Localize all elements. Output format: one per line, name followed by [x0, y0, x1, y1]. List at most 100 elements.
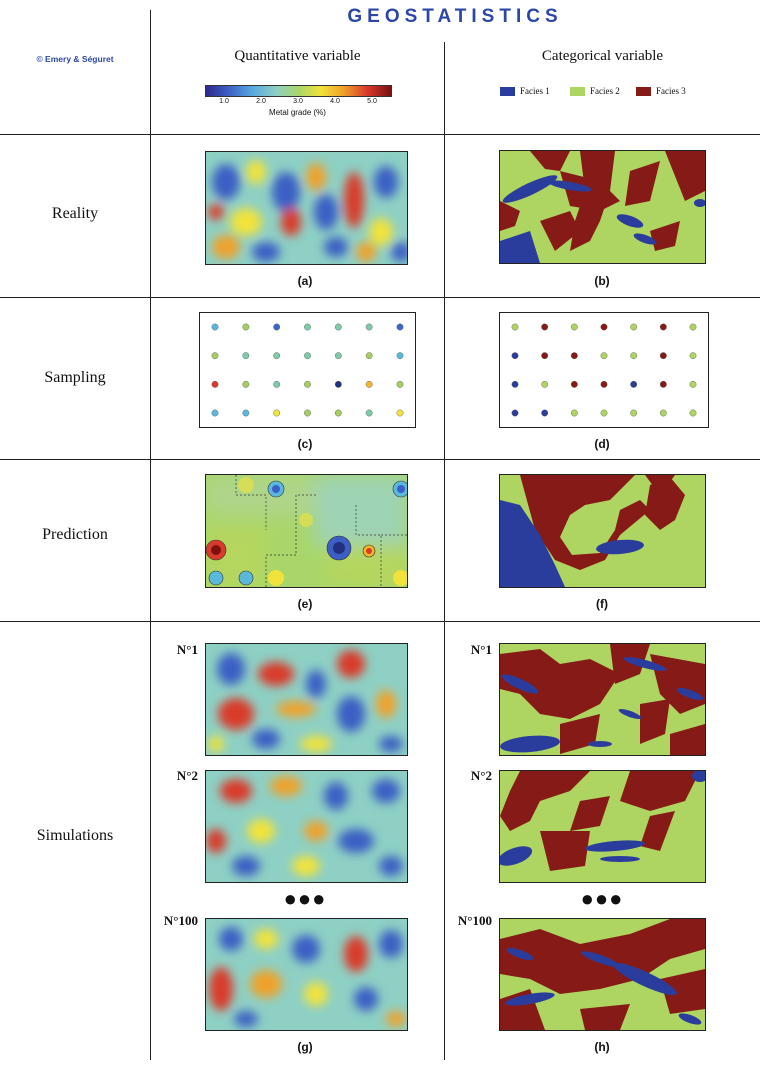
row-label-simulations: Simulations	[36, 827, 114, 844]
sample-point	[570, 380, 578, 388]
sample-point	[334, 380, 342, 388]
simulation-label-1: N°1	[470, 642, 492, 657]
field-map	[206, 644, 407, 755]
sample-point	[396, 409, 404, 417]
sample-point	[334, 323, 342, 331]
row-label-sampling: Sampling	[44, 369, 106, 386]
sample-point	[211, 380, 219, 388]
sample-point	[511, 409, 519, 417]
sample-point	[689, 323, 697, 331]
sample-point	[630, 323, 638, 331]
sample-points	[511, 323, 697, 417]
sample-point	[659, 352, 667, 360]
colorbar-tick: 2.0	[256, 98, 266, 105]
sample-point	[689, 380, 697, 388]
sample-point	[541, 380, 549, 388]
legend-swatch	[500, 86, 515, 96]
sample-point	[511, 352, 519, 360]
simulation-label-1: N°1	[176, 642, 198, 657]
sample-point	[511, 380, 519, 388]
sample-point	[396, 380, 404, 388]
sample-point	[365, 323, 373, 331]
simulation-categorical-1	[499, 643, 706, 756]
kriging-map	[206, 475, 407, 587]
sample-point	[570, 409, 578, 417]
field-map	[206, 771, 407, 882]
sample-point	[659, 380, 667, 388]
sample-point	[334, 352, 342, 360]
divider-vertical	[150, 10, 151, 1060]
sample-point	[365, 380, 373, 388]
simulation-label-100: N°100	[163, 913, 198, 928]
ellipsis: ●●●	[580, 886, 624, 911]
caption-e: (e)	[297, 597, 313, 611]
copyright-label: © Emery & Séguret	[36, 54, 114, 64]
sample-point	[600, 352, 608, 360]
sample-point	[541, 323, 549, 331]
sample-point	[541, 352, 549, 360]
legend-facies-2: Facies 2	[570, 86, 620, 96]
caption-c: (c)	[297, 437, 313, 451]
colorbar	[205, 85, 392, 97]
ellipsis: ●●●	[283, 886, 327, 911]
sample-point	[630, 380, 638, 388]
sample-point	[511, 323, 519, 331]
colorbar-label: Metal grade (%)	[269, 108, 326, 117]
simulation-quantitative-100	[205, 918, 408, 1031]
sample-points	[211, 323, 404, 417]
colorbar-tick: 1.0	[219, 98, 229, 105]
sample-point	[211, 409, 219, 417]
sample-point	[365, 409, 373, 417]
legend-swatch	[636, 86, 651, 96]
facies-map	[500, 151, 705, 263]
sample-point	[304, 352, 311, 360]
legend-facies-1: Facies 1	[500, 86, 550, 96]
sample-point	[600, 380, 608, 388]
sample-point	[242, 352, 250, 360]
sample-point	[659, 409, 667, 417]
caption-d: (d)	[594, 437, 610, 451]
reality-quantitative-map	[205, 151, 408, 265]
legend-swatch	[570, 86, 585, 96]
simulation-label-2: N°2	[176, 768, 198, 783]
row-label-prediction: Prediction	[42, 526, 108, 543]
colorbar-tick: 4.0	[330, 98, 340, 105]
row-label-reality: Reality	[51, 205, 99, 222]
divider-horizontal	[0, 297, 760, 298]
simulation-label-100: N°100	[457, 913, 492, 928]
sample-point	[334, 409, 342, 417]
caption-a: (a)	[297, 274, 313, 288]
prediction-categorical-map	[499, 474, 706, 588]
divider-horizontal	[0, 621, 760, 622]
sample-point	[600, 409, 608, 417]
sample-point	[396, 352, 404, 360]
facies-map	[500, 475, 705, 587]
column-heading-quantitative: Quantitative variable	[234, 48, 361, 64]
sample-point	[242, 409, 250, 417]
caption-f: (f)	[596, 597, 608, 611]
sample-point	[689, 352, 697, 360]
column-heading-categorical: Categorical variable	[541, 48, 664, 64]
facies-map	[500, 771, 705, 882]
facies-map	[500, 919, 705, 1030]
sample-point	[304, 409, 311, 417]
sample-point	[630, 409, 638, 417]
sample-point	[570, 352, 578, 360]
simulation-categorical-100	[499, 918, 706, 1031]
field-map	[206, 152, 407, 264]
sample-point	[689, 409, 697, 417]
sample-point	[242, 323, 250, 331]
sample-point	[541, 409, 549, 417]
divider-vertical	[444, 42, 445, 1060]
caption-h: (h)	[594, 1040, 610, 1054]
sampling-quantitative-map	[199, 312, 416, 428]
sample-point	[630, 352, 638, 360]
sample-point	[242, 380, 250, 388]
sample-point	[659, 323, 667, 331]
sample-point	[273, 380, 281, 388]
sample-point	[396, 323, 404, 331]
caption-b: (b)	[594, 274, 610, 288]
sample-point	[273, 323, 281, 331]
simulation-quantitative-2	[205, 770, 408, 883]
sample-point	[211, 323, 219, 331]
